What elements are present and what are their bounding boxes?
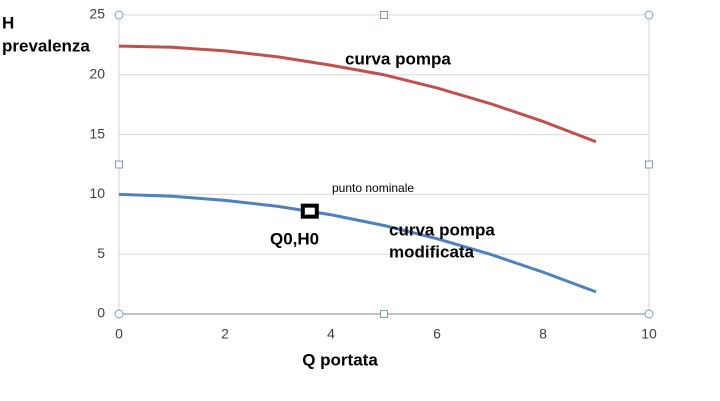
- annotation: curva pompa: [389, 220, 495, 239]
- x-tick-label: 4: [327, 326, 335, 342]
- x-tick-label: 10: [641, 326, 657, 342]
- handle: [644, 309, 654, 319]
- handle: [114, 309, 124, 319]
- y-tick-label: 25: [89, 6, 105, 22]
- y-tick-label: 0: [97, 305, 105, 321]
- line-series: [118, 44, 597, 144]
- y-tick-label: 5: [97, 245, 105, 261]
- x-tick-label: 2: [221, 326, 229, 342]
- line-series: [118, 192, 597, 294]
- x-tick-label: 0: [115, 326, 123, 342]
- handle: [645, 160, 653, 169]
- y-tick-label: 15: [89, 125, 105, 141]
- handle: [115, 160, 123, 169]
- handle: [380, 11, 388, 19]
- y-axis-title: prevalenza: [2, 36, 90, 55]
- handle: [114, 10, 124, 20]
- annotation: modificata: [389, 242, 475, 261]
- handle: [380, 310, 388, 318]
- x-tick-label: 8: [539, 326, 547, 342]
- y-axis-title: H: [2, 13, 14, 32]
- y-tick-label: 10: [89, 185, 105, 201]
- handle: [644, 10, 654, 20]
- annotation: Q0,H0: [270, 229, 319, 248]
- x-axis-title: Q portata: [302, 350, 378, 369]
- point-marker: [300, 203, 319, 219]
- annotation: curva pompa: [345, 49, 451, 68]
- x-tick-label: 6: [433, 326, 441, 342]
- annotation: punto nominale: [332, 181, 414, 195]
- selection-frame: [114, 10, 654, 319]
- y-tick-label: 20: [89, 66, 105, 82]
